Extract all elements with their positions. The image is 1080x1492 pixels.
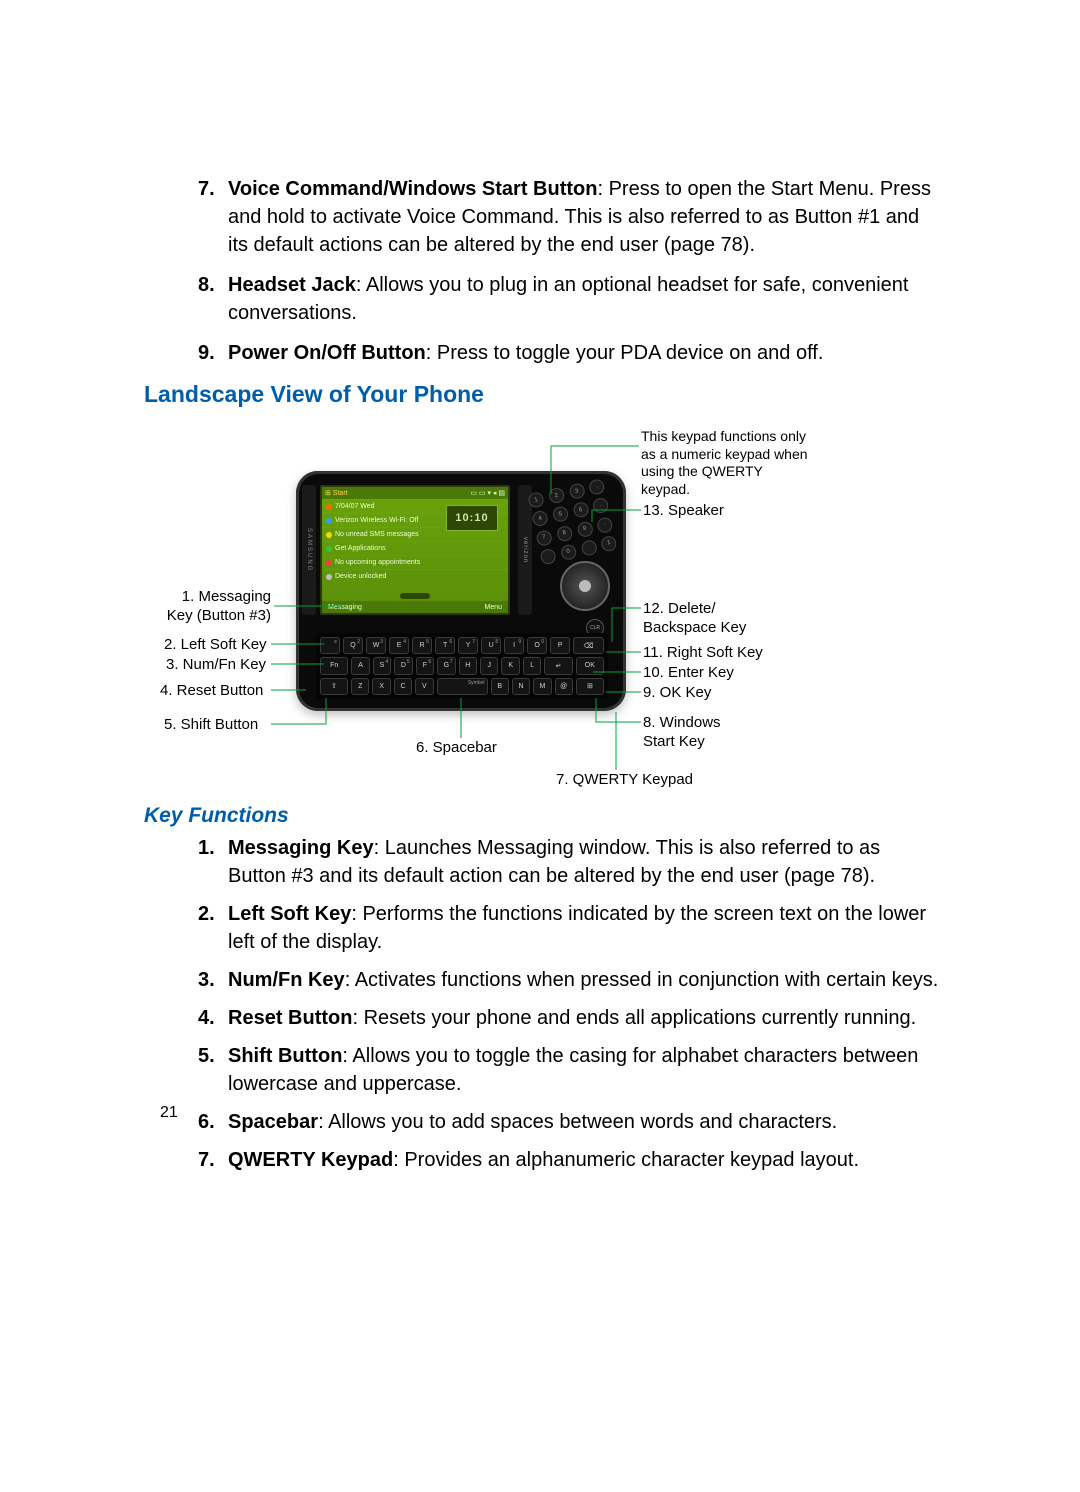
list-item: 1.Messaging Key: Launches Messaging wind… xyxy=(160,834,940,890)
phone-screen: ⊞ Start▭ ▭ ▾ ◂ ▤ 10:10 7/04/07 WedVerizo… xyxy=(320,485,510,615)
status-icons: ▭ ▭ ▾ ◂ ▤ xyxy=(470,489,505,497)
list-item: 8.Headset Jack: Allows you to plug in an… xyxy=(160,271,940,327)
list-item: 2.Left Soft Key: Performs the functions … xyxy=(160,900,940,956)
callout-9: 9. OK Key xyxy=(643,684,711,703)
list-item: 7.QWERTY Keypad: Provides an alphanumeri… xyxy=(160,1146,940,1174)
list-item: 4.Reset Button: Resets your phone and en… xyxy=(160,1004,940,1032)
list-item: 7.Voice Command/Windows Start Button: Pr… xyxy=(160,175,940,259)
nav-dial xyxy=(560,561,610,611)
callout-8: 8. Windows Start Key xyxy=(643,714,721,752)
list-item: 3.Num/Fn Key: Activates functions when p… xyxy=(160,966,940,994)
list-item: 5.Shift Button: Allows you to toggle the… xyxy=(160,1042,940,1098)
list-item: 9.Power On/Off Button: Press to toggle y… xyxy=(160,339,940,367)
callout-10: 10. Enter Key xyxy=(643,664,734,683)
callout-4: 4. Reset Button xyxy=(160,682,263,701)
numeric-keypad: 123·456·789·01 xyxy=(527,477,621,566)
callout-2: 2. Left Soft Key xyxy=(164,636,267,655)
callout-keypad-note: This keypad functions only as a numeric … xyxy=(641,428,811,498)
page-number: 21 xyxy=(160,1104,178,1122)
qwerty-keyboard: ≡2Q3W4E5R6T7Y8U9I0OP⌫FnA4S5D6F7GHJKL↵OK⇧… xyxy=(316,633,608,699)
callout-13: 13. Speaker xyxy=(643,502,724,521)
callout-11: 11. Right Soft Key xyxy=(643,644,763,663)
top-numbered-list: 7.Voice Command/Windows Start Button: Pr… xyxy=(160,175,940,367)
clock: 10:10 xyxy=(446,505,498,531)
callout-3: 3. Num/Fn Key xyxy=(166,656,266,675)
callout-7: 7. QWERTY Keypad xyxy=(556,771,693,790)
samsung-label: SAMSUNG xyxy=(302,485,316,615)
start-label: ⊞ Start xyxy=(325,489,348,497)
soft-right: Menu xyxy=(484,604,502,611)
subheading-key-functions: Key Functions xyxy=(144,804,940,828)
section-heading-landscape: Landscape View of Your Phone xyxy=(144,381,940,408)
callout-12: 12. Delete/ Backspace Key xyxy=(643,600,746,638)
phone-body: SAMSUNG ⊞ Start▭ ▭ ▾ ◂ ▤ 10:10 7/04/07 W… xyxy=(296,471,626,711)
callout-6: 6. Spacebar xyxy=(416,739,497,758)
soft-left: Messaging xyxy=(328,604,362,611)
callout-5: 5. Shift Button xyxy=(164,716,258,735)
list-item: 6.Spacebar: Allows you to add spaces bet… xyxy=(160,1108,940,1136)
phone-diagram: SAMSUNG ⊞ Start▭ ▭ ▾ ◂ ▤ 10:10 7/04/07 W… xyxy=(146,416,906,786)
callout-1: 1. Messaging Key (Button #3) xyxy=(146,588,271,626)
bottom-numbered-list: 1.Messaging Key: Launches Messaging wind… xyxy=(160,834,940,1174)
